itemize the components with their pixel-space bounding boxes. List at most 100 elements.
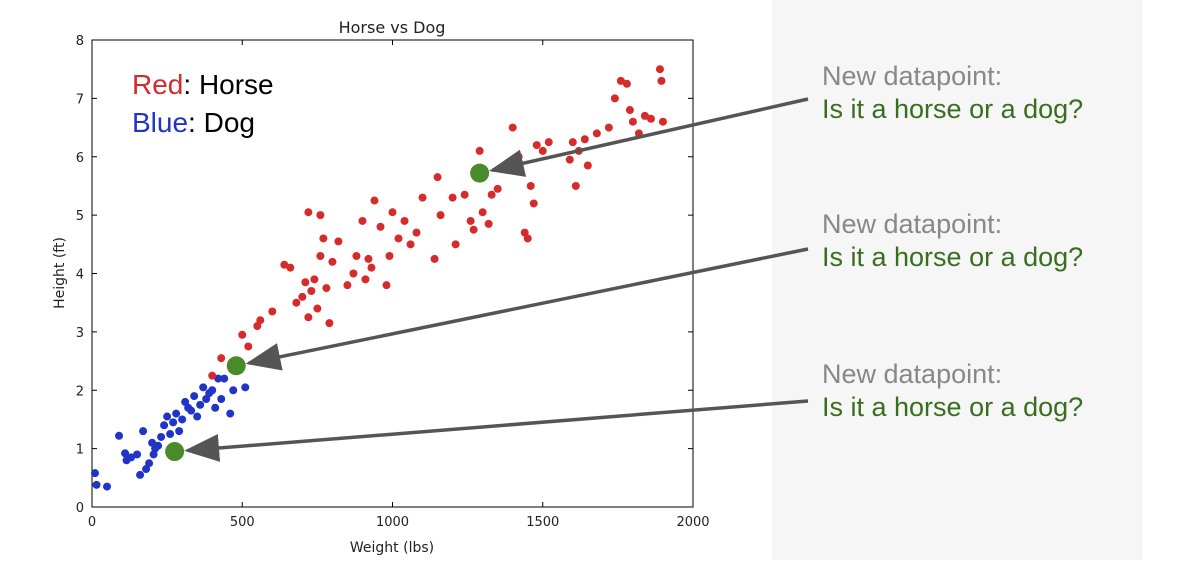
horse-point bbox=[655, 65, 664, 74]
y-tick-label: 3 bbox=[76, 326, 84, 341]
callout-3-question: Is it a horse or a dog? bbox=[822, 392, 1084, 422]
horse-point bbox=[583, 161, 592, 170]
y-tick-label: 0 bbox=[76, 501, 84, 516]
horse-point bbox=[460, 190, 469, 199]
dog-point bbox=[127, 453, 136, 462]
dog-point bbox=[190, 392, 199, 401]
legend-entry-horse: Red: Horse bbox=[132, 69, 274, 100]
y-tick-label: 8 bbox=[76, 34, 84, 49]
horse-point bbox=[484, 219, 493, 228]
horse-point bbox=[313, 304, 322, 313]
horse-point bbox=[469, 225, 478, 234]
y-tick-label: 7 bbox=[76, 92, 84, 107]
dog-point bbox=[229, 386, 238, 395]
horse-point bbox=[625, 106, 634, 115]
x-axis-label: Weight (lbs) bbox=[350, 540, 434, 556]
dog-point bbox=[139, 427, 148, 436]
horse-point bbox=[292, 298, 301, 307]
callout-1-question: Is it a horse or a dog? bbox=[822, 94, 1084, 124]
dog-point bbox=[136, 470, 145, 479]
x-tick-label: 1000 bbox=[376, 515, 409, 530]
horse-point bbox=[322, 284, 331, 293]
horse-point bbox=[388, 208, 397, 217]
dog-point bbox=[91, 469, 100, 478]
legend-color-word-red: Red bbox=[132, 69, 183, 100]
horse-point bbox=[307, 287, 316, 296]
horse-point bbox=[640, 111, 649, 120]
data-points bbox=[91, 65, 667, 491]
horse-point bbox=[657, 76, 666, 85]
dog-point bbox=[175, 427, 184, 436]
horse-point bbox=[610, 94, 619, 103]
horse-point bbox=[646, 114, 655, 123]
annotation-panel bbox=[772, 0, 1142, 560]
horse-point bbox=[319, 234, 328, 243]
x-tick-label: 0 bbox=[88, 515, 96, 530]
horse-point bbox=[238, 330, 247, 339]
x-tick-label: 1500 bbox=[526, 515, 559, 530]
x-tick-label: 500 bbox=[230, 515, 255, 530]
horse-point bbox=[538, 146, 547, 155]
new-datapoint bbox=[470, 163, 490, 183]
dog-point bbox=[217, 395, 226, 404]
horse-point bbox=[325, 319, 334, 328]
dog-point bbox=[199, 383, 208, 392]
horse-point bbox=[418, 193, 427, 202]
horse-point bbox=[364, 254, 373, 263]
legend: Red: Horse Blue: Dog bbox=[132, 69, 274, 138]
y-tick-label: 6 bbox=[76, 151, 84, 166]
horse-point bbox=[628, 117, 637, 126]
dog-point bbox=[208, 386, 217, 395]
horse-point bbox=[394, 234, 403, 243]
horse-point bbox=[217, 354, 226, 363]
horse-point bbox=[406, 240, 415, 249]
horse-point bbox=[430, 254, 439, 263]
dog-point bbox=[92, 480, 101, 489]
horse-point bbox=[565, 155, 574, 164]
horse-point bbox=[436, 211, 445, 220]
legend-color-word-blue: Blue bbox=[132, 107, 188, 138]
dog-point bbox=[145, 459, 154, 468]
y-tick-label: 5 bbox=[76, 209, 84, 224]
dog-point bbox=[154, 441, 163, 450]
horse-point bbox=[385, 251, 394, 260]
y-axis-label: Height (ft) bbox=[52, 237, 68, 309]
dog-point bbox=[115, 431, 124, 440]
horse-point bbox=[298, 292, 307, 301]
dog-point bbox=[187, 406, 196, 415]
x-tick-label: 2000 bbox=[676, 515, 709, 530]
horse-point bbox=[604, 123, 613, 132]
horse-point bbox=[400, 216, 409, 225]
dog-point bbox=[241, 383, 250, 392]
horse-point bbox=[532, 141, 541, 150]
horse-point bbox=[316, 211, 325, 220]
horse-point bbox=[523, 234, 532, 243]
dog-point bbox=[163, 412, 172, 421]
dog-point bbox=[169, 418, 178, 427]
horse-point bbox=[244, 342, 253, 351]
horse-point bbox=[334, 237, 343, 246]
horse-point bbox=[376, 222, 385, 231]
horse-point bbox=[301, 278, 310, 287]
new-datapoint bbox=[226, 356, 246, 376]
horse-point bbox=[208, 371, 217, 380]
callout-3: New datapoint: Is it a horse or a dog? bbox=[822, 358, 1182, 424]
callout-2-title: New datapoint: bbox=[822, 209, 1003, 239]
annotation-arrows bbox=[184, 97, 809, 462]
horse-point bbox=[304, 208, 313, 217]
horse-point bbox=[487, 190, 496, 199]
horse-point bbox=[412, 228, 421, 237]
dog-point bbox=[214, 374, 223, 383]
dog-point bbox=[157, 432, 166, 441]
horse-point bbox=[343, 281, 352, 290]
horse-point bbox=[544, 138, 553, 147]
callout-2: New datapoint: Is it a horse or a dog? bbox=[822, 208, 1182, 274]
horse-point bbox=[493, 184, 502, 193]
horse-point bbox=[433, 173, 442, 182]
horse-point bbox=[529, 199, 538, 208]
horse-point bbox=[526, 181, 535, 190]
horse-point bbox=[382, 281, 391, 290]
horse-point bbox=[508, 123, 517, 132]
horse-point bbox=[592, 129, 601, 138]
dog-point bbox=[178, 415, 187, 424]
